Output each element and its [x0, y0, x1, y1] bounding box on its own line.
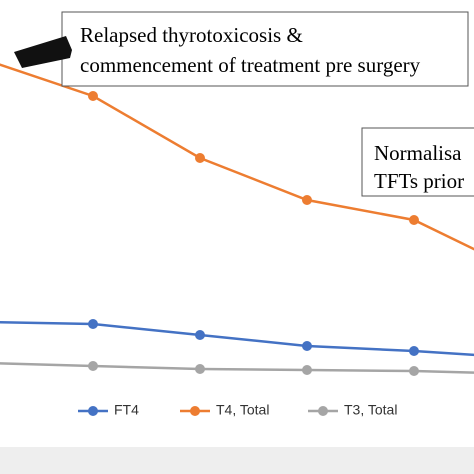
marker: [88, 91, 98, 101]
marker: [302, 341, 312, 351]
annotation-box: [61, 11, 469, 87]
legend-marker: [88, 406, 98, 416]
annotation-arrow: [14, 36, 72, 68]
footer-band: [0, 447, 474, 474]
legend-label: FT4: [114, 402, 139, 418]
marker: [88, 361, 98, 371]
series-line: [0, 362, 474, 374]
legend-marker: [190, 406, 200, 416]
annotation-box: [361, 127, 474, 197]
legend-marker: [318, 406, 328, 416]
marker: [195, 330, 205, 340]
marker: [195, 153, 205, 163]
marker: [195, 364, 205, 374]
annotation-text: Relapsed thyrotoxicosis &: [80, 23, 303, 47]
marker: [88, 319, 98, 329]
legend: FT4 T4, Total T3, Total: [78, 402, 397, 418]
series-line: [0, 321, 474, 357]
marker: [302, 195, 312, 205]
marker: [409, 346, 419, 356]
marker: [409, 215, 419, 225]
marker: [409, 366, 419, 376]
legend-label: T3, Total: [344, 402, 397, 418]
annotation-text: TFTs prior: [374, 169, 464, 193]
legend-label: T4, Total: [216, 402, 269, 418]
plot: [0, 63, 474, 376]
annotation-text: commencement of treatment pre surgery: [80, 53, 421, 77]
series-line: [0, 63, 474, 251]
annotation-text: Normalisa: [374, 141, 462, 165]
marker: [302, 365, 312, 375]
